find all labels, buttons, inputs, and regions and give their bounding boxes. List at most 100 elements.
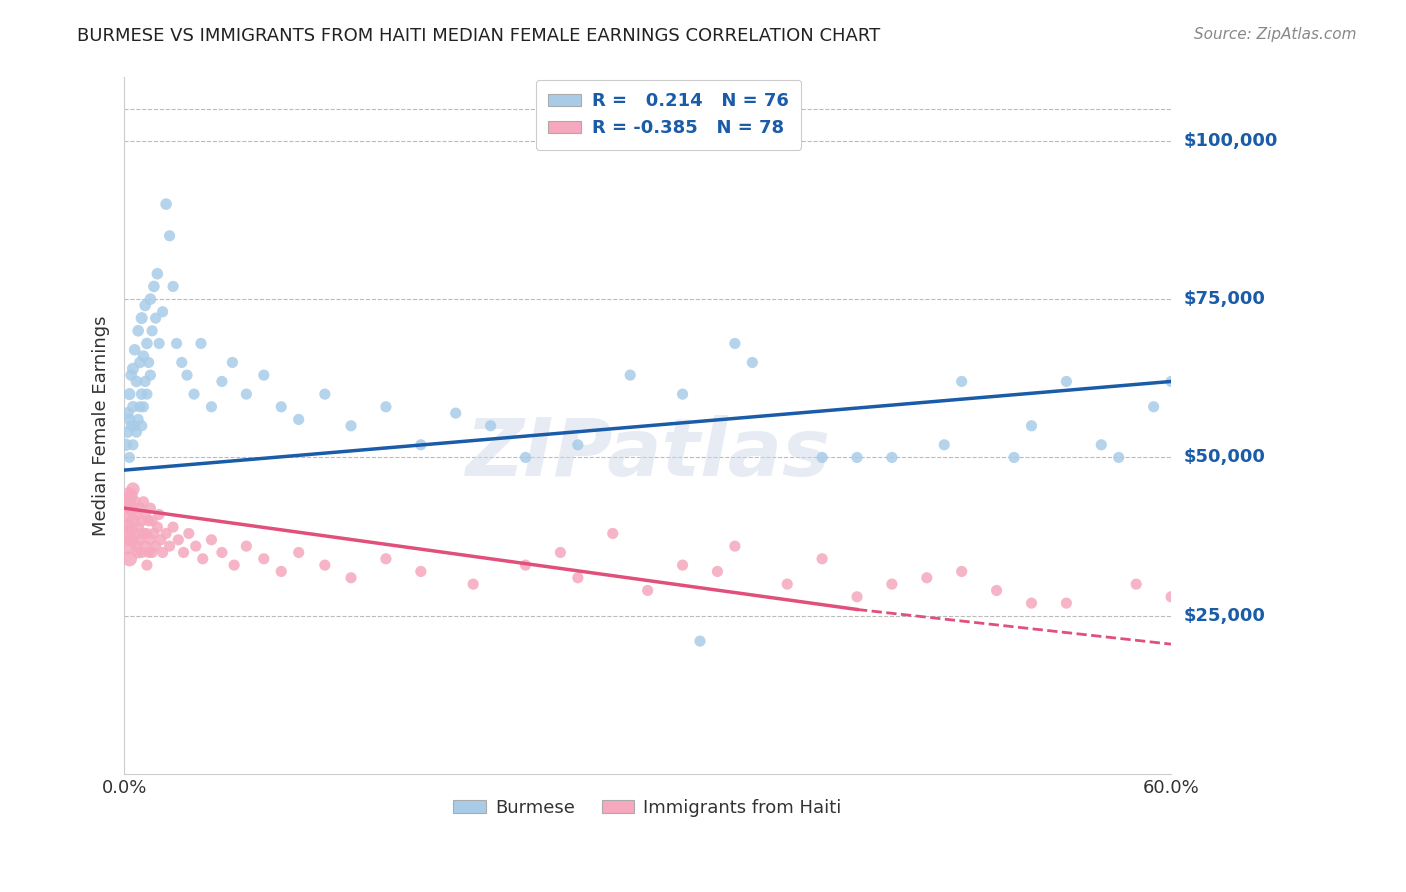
Point	[129, 533, 152, 547]
Point	[134, 375, 156, 389]
Point	[190, 336, 212, 351]
Point	[139, 292, 162, 306]
Point	[125, 425, 148, 439]
Point	[1090, 438, 1112, 452]
Point	[120, 501, 142, 516]
Point	[131, 545, 153, 559]
Point	[120, 418, 142, 433]
Point	[152, 305, 174, 319]
Point	[741, 355, 763, 369]
Point	[166, 336, 188, 351]
Point	[120, 368, 142, 383]
Point	[117, 508, 139, 522]
Point	[138, 355, 160, 369]
Point	[118, 488, 141, 502]
Point	[602, 526, 624, 541]
Point	[159, 228, 181, 243]
Point	[724, 539, 747, 553]
Point	[340, 571, 363, 585]
Point	[122, 482, 145, 496]
Point	[145, 539, 167, 553]
Point	[122, 438, 145, 452]
Point	[142, 526, 165, 541]
Point	[184, 539, 207, 553]
Point	[162, 520, 184, 534]
Point	[846, 590, 869, 604]
Point	[340, 418, 363, 433]
Point	[131, 387, 153, 401]
Point	[118, 551, 141, 566]
Point	[134, 298, 156, 312]
Point	[314, 558, 336, 573]
Point	[148, 508, 170, 522]
Point	[776, 577, 799, 591]
Point	[132, 526, 155, 541]
Point	[135, 558, 157, 573]
Point	[177, 526, 200, 541]
Point	[880, 450, 903, 465]
Point	[124, 418, 146, 433]
Point	[374, 551, 396, 566]
Point	[115, 526, 138, 541]
Point	[409, 565, 432, 579]
Text: $75,000: $75,000	[1184, 290, 1265, 308]
Point	[221, 355, 243, 369]
Point	[287, 412, 309, 426]
Point	[479, 418, 502, 433]
Point	[125, 375, 148, 389]
Point	[118, 450, 141, 465]
Point	[134, 539, 156, 553]
Point	[689, 634, 711, 648]
Point	[162, 279, 184, 293]
Point	[135, 526, 157, 541]
Point	[270, 400, 292, 414]
Text: ZIPatlas: ZIPatlas	[465, 415, 830, 492]
Point	[127, 412, 149, 426]
Point	[141, 324, 163, 338]
Text: $100,000: $100,000	[1184, 132, 1278, 150]
Point	[139, 501, 162, 516]
Point	[122, 400, 145, 414]
Point	[118, 387, 141, 401]
Point	[1021, 418, 1043, 433]
Point	[811, 450, 834, 465]
Point	[235, 387, 257, 401]
Point	[118, 520, 141, 534]
Point	[1054, 375, 1077, 389]
Point	[138, 545, 160, 559]
Point	[200, 533, 222, 547]
Point	[124, 526, 146, 541]
Point	[1142, 400, 1164, 414]
Point	[706, 565, 728, 579]
Point	[515, 558, 537, 573]
Point	[176, 368, 198, 383]
Point	[1002, 450, 1025, 465]
Point	[567, 571, 589, 585]
Point	[950, 375, 973, 389]
Point	[132, 495, 155, 509]
Point	[567, 438, 589, 452]
Point	[235, 539, 257, 553]
Point	[131, 514, 153, 528]
Point	[671, 558, 693, 573]
Point	[122, 514, 145, 528]
Point	[637, 583, 659, 598]
Point	[139, 368, 162, 383]
Point	[146, 520, 169, 534]
Point	[145, 311, 167, 326]
Point	[934, 438, 956, 452]
Point	[724, 336, 747, 351]
Point	[117, 539, 139, 553]
Point	[211, 375, 233, 389]
Point	[846, 450, 869, 465]
Point	[671, 387, 693, 401]
Point	[117, 425, 139, 439]
Point	[374, 400, 396, 414]
Point	[142, 279, 165, 293]
Point	[132, 400, 155, 414]
Point	[211, 545, 233, 559]
Point	[127, 545, 149, 559]
Point	[155, 526, 177, 541]
Point	[986, 583, 1008, 598]
Point	[127, 520, 149, 534]
